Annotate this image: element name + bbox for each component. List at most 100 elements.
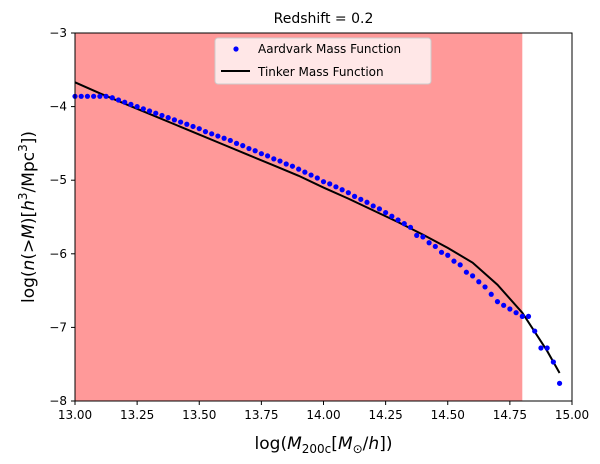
aardvark-data-point xyxy=(389,213,395,219)
aardvark-data-point xyxy=(246,145,252,152)
aardvark-data-point xyxy=(91,93,97,99)
aardvark-data-point xyxy=(215,133,221,139)
aardvark-mass-function-points xyxy=(72,93,563,386)
x-tick-label: 13.00 xyxy=(58,408,92,422)
x-tick-label: 13.50 xyxy=(182,408,216,422)
x-axis-label: log(M200c[M⊙/h]) xyxy=(255,434,393,456)
aardvark-data-point xyxy=(532,328,538,334)
aardvark-data-point xyxy=(271,156,277,162)
x-tick-label: 15.00 xyxy=(555,408,589,422)
x-tick-label: 14.75 xyxy=(493,408,527,422)
aardvark-data-point xyxy=(556,380,563,386)
aardvark-data-point xyxy=(122,99,128,105)
aardvark-data-point xyxy=(364,199,370,205)
aardvark-data-point xyxy=(97,93,103,99)
aardvark-data-point xyxy=(519,313,525,319)
aardvark-data-point xyxy=(544,345,550,351)
chart-title: Redshift = 0.2 xyxy=(274,11,374,27)
aardvark-data-point xyxy=(233,140,240,146)
x-axis-ticks: 13.00 13.25 13.50 13.75 14.00 14.25 14.50 14.75… xyxy=(58,401,589,422)
aardvark-data-point xyxy=(109,95,115,101)
aardvark-data-point xyxy=(134,104,140,110)
aardvark-data-point xyxy=(184,121,190,127)
x-tick-label: 14.50 xyxy=(431,408,465,422)
tinker-mass-function-line xyxy=(74,81,561,374)
aardvark-data-point xyxy=(128,101,134,107)
aardvark-data-point xyxy=(494,299,501,305)
aardvark-data-point xyxy=(376,206,383,212)
y-tick-label: −7 xyxy=(49,320,67,334)
aardvark-data-point xyxy=(438,249,445,255)
aardvark-data-point xyxy=(327,181,333,187)
x-tick-label: 13.25 xyxy=(120,408,154,422)
x-tick-label: 14.00 xyxy=(306,408,340,422)
aardvark-data-point xyxy=(550,359,556,365)
aardvark-data-point xyxy=(277,158,283,164)
legend-entry-aardvark: Aardvark Mass Function xyxy=(258,42,401,56)
aardvark-data-point xyxy=(401,221,407,227)
aardvark-data-point xyxy=(84,93,91,99)
aardvark-data-point xyxy=(302,169,308,175)
aardvark-data-point xyxy=(414,232,420,238)
aardvark-data-point xyxy=(115,97,122,103)
aardvark-data-point xyxy=(103,93,109,99)
legend-box xyxy=(214,37,432,85)
aardvark-data-point xyxy=(383,209,389,216)
aardvark-data-point xyxy=(227,137,233,144)
aardvark-data-point xyxy=(178,119,184,125)
aardvark-data-point xyxy=(339,187,345,193)
aardvark-data-point xyxy=(395,217,401,223)
aardvark-data-point xyxy=(432,243,438,250)
aardvark-data-point xyxy=(202,129,209,135)
aardvark-data-point xyxy=(501,302,507,308)
y-tick-label: −8 xyxy=(49,394,67,408)
aardvark-data-point xyxy=(507,306,513,312)
aardvark-data-point xyxy=(488,291,494,297)
aardvark-data-point xyxy=(289,163,296,169)
aardvark-data-point xyxy=(476,279,482,285)
aardvark-data-point xyxy=(463,269,469,275)
legend: Aardvark Mass Function Tinker Mass Funct… xyxy=(214,37,432,85)
y-tick-label: −6 xyxy=(49,247,67,261)
legend-point-marker xyxy=(233,46,239,52)
aardvark-data-point xyxy=(351,193,358,199)
aardvark-data-point xyxy=(333,184,339,190)
aardvark-data-point xyxy=(513,310,519,316)
aardvark-data-point xyxy=(146,108,153,114)
aardvark-data-point xyxy=(451,258,457,264)
aardvark-data-point xyxy=(370,203,376,209)
aardvark-data-point xyxy=(345,190,351,196)
aardvark-data-point xyxy=(320,179,327,185)
y-axis-label: log(n(>M)[h3/Mpc3]) xyxy=(16,131,39,303)
aardvark-data-point xyxy=(258,151,264,157)
aardvark-data-point xyxy=(264,153,271,159)
aardvark-data-point xyxy=(308,172,314,178)
aardvark-data-point xyxy=(153,110,159,116)
aardvark-data-point xyxy=(159,112,165,119)
aardvark-data-point xyxy=(252,148,258,154)
aardvark-data-point xyxy=(314,175,320,181)
aardvark-data-point xyxy=(296,166,302,172)
y-tick-label: −5 xyxy=(49,173,67,187)
x-tick-label: 13.75 xyxy=(244,408,278,422)
aardvark-data-point xyxy=(426,240,432,246)
aardvark-data-point xyxy=(190,123,196,130)
aardvark-data-point xyxy=(240,143,246,149)
aardvark-data-point xyxy=(482,284,488,290)
aardvark-data-point xyxy=(78,93,84,99)
aardvark-data-point xyxy=(209,131,215,137)
aardvark-data-point xyxy=(140,106,146,112)
aardvark-data-point xyxy=(525,313,532,319)
aardvark-data-point xyxy=(538,345,544,351)
aardvark-data-point xyxy=(420,234,426,240)
aardvark-data-point xyxy=(407,224,414,230)
legend-entry-tinker: Tinker Mass Function xyxy=(257,65,384,79)
aardvark-data-point xyxy=(470,273,476,279)
aardvark-data-point xyxy=(457,262,463,268)
y-tick-label: −3 xyxy=(49,26,67,40)
aardvark-data-point xyxy=(171,117,177,123)
x-tick-label: 14.25 xyxy=(368,408,402,422)
aardvark-data-point xyxy=(196,126,202,132)
aardvark-data-point xyxy=(445,252,451,258)
